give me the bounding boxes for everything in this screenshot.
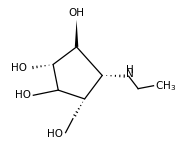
Text: HO: HO — [15, 90, 31, 100]
Text: OH: OH — [69, 8, 85, 18]
Text: HO: HO — [47, 129, 63, 139]
Text: HO: HO — [11, 63, 27, 73]
Text: H: H — [126, 65, 134, 75]
Polygon shape — [75, 20, 78, 47]
Text: N: N — [126, 69, 134, 79]
Text: CH$_3$: CH$_3$ — [155, 79, 176, 93]
